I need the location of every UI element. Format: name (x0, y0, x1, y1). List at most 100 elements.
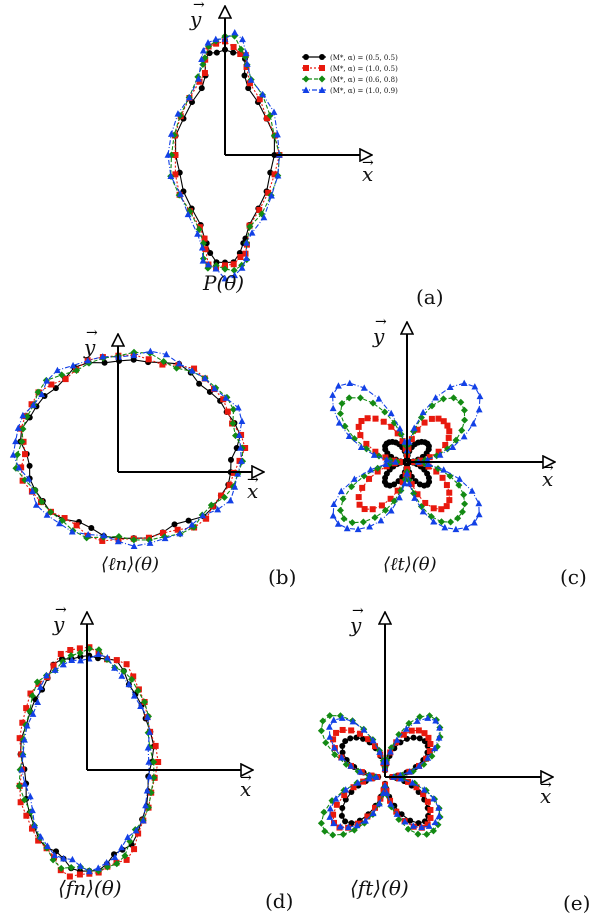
panel-2-series-1-point-23 (358, 417, 365, 424)
panel-2-series-2-point-7 (460, 406, 468, 414)
panel-2-series-3-point-36 (329, 512, 337, 519)
panel-4-series-3-point-50 (409, 822, 417, 829)
panel-2-series-3-point-56 (468, 487, 476, 494)
panel-2-series-3-point-13 (410, 424, 418, 431)
panel-4-series-0-point-51 (415, 820, 422, 827)
legend-label-0: (M*, α) = (0.5, 0.5) (330, 54, 398, 62)
panel-3-series-1-point-28 (35, 837, 42, 844)
panel-3-series-3-point-8 (111, 664, 118, 671)
panel-4-series-2-point-50 (414, 830, 422, 838)
panel-4-series-1-point-57 (413, 784, 420, 791)
panel-2-series-2-point-21 (356, 394, 364, 402)
panel-4-series-1-point-56 (420, 791, 427, 798)
panel-1-series-1-point-3 (224, 408, 231, 415)
panel-2-series-2-point-34 (348, 483, 356, 491)
panel-4-series-3-point-20 (349, 718, 357, 725)
panel-1-series-3-point-3 (234, 404, 242, 411)
panel-3-series-0-point-12 (77, 653, 84, 660)
panel-1-series-1-point-17 (48, 381, 55, 388)
panel-1-series-1-point-23 (22, 451, 29, 458)
panel-2-series-3-point-39 (354, 525, 362, 533)
panel-2-series-2-point-39 (359, 518, 367, 526)
panel-3-series-3-point-15 (51, 666, 59, 673)
panel-2-series-1-point-13 (408, 436, 415, 443)
panel-4-series-0-point-39 (348, 820, 355, 827)
panel-4-series-1-point-52 (424, 821, 431, 828)
panel-3-series-1-point-25 (17, 799, 24, 806)
panel-1-series-1-point-30 (73, 522, 80, 529)
panel-4-series-3-point-56 (430, 795, 438, 802)
panel-4-series-3-point-21 (338, 714, 346, 721)
panel-3-series-2-point-5 (134, 687, 142, 695)
panel-0-series-1-point-27 (222, 262, 228, 269)
panel-4-series-2-point-11 (405, 719, 413, 727)
panel-3-series-3-point-21 (21, 736, 28, 743)
panel-0-series-0-point-8 (230, 49, 237, 56)
panel-2-series-1-point-55 (443, 482, 450, 489)
panel-4-series-3-point-33 (342, 786, 350, 793)
panel-c-y-axis-label: y (372, 324, 385, 348)
panel-2-series-3 (329, 379, 484, 533)
panel-3-series-3-point-17 (37, 683, 44, 690)
panel-c-label: (c) (560, 565, 587, 589)
panel-0-series-0-point-5 (241, 72, 248, 79)
panel-d-x-axis-label: x (240, 777, 251, 801)
panel-1-series-3-point-30 (68, 528, 76, 535)
panel-2-series-3-point-22 (335, 382, 342, 389)
panel-3-series-2-point-17 (33, 678, 41, 686)
panel-0-series-0-point-11 (206, 50, 213, 57)
panel-2-series-1-point-56 (439, 474, 446, 481)
panel-4-series-3-point-24 (326, 733, 334, 740)
panel-1-series-1-point-36 (160, 529, 167, 536)
panel-3-series-3-point-18 (34, 698, 42, 706)
panel-4-series-3-point-34 (332, 795, 340, 802)
panel-a: y → x → P(θ) (a) (M*, α) = (0.5, 0.5) (M… (164, 0, 444, 309)
panel-2-series-3-point-20 (360, 384, 368, 391)
panel-4-series-3-point-27 (347, 762, 355, 769)
panel-d-y-vector-arrow: → (55, 602, 67, 618)
panel-2-series-3-point-42 (387, 507, 395, 514)
panel-0-series-3-point-4 (247, 76, 255, 83)
panel-0-series-1-point-23 (201, 235, 208, 242)
panel-4-series-3-point-40 (353, 821, 361, 829)
panel-3-series-1-point-38 (123, 856, 130, 863)
panel-2-series-1-point-41 (387, 495, 394, 502)
panel-4-series-2-point-23 (319, 717, 327, 725)
panel-2-series-3-point-37 (334, 520, 342, 527)
panel-2-series-1-point-39 (369, 506, 376, 513)
panel-4-series-0-point-25 (339, 749, 346, 756)
panel-0-series-1-point-3 (256, 96, 263, 103)
panel-4-series-1-point-33 (350, 784, 357, 791)
panel-2-series-2-point-6 (461, 416, 469, 424)
panel-3-series-2-point-12 (76, 649, 84, 657)
panel-2-series-2-point-27 (362, 445, 370, 453)
panel-0-series-3-point-25 (205, 260, 212, 268)
panel-3-series-2-point-32 (67, 864, 75, 872)
panel-2-series-3-point-50 (441, 523, 449, 531)
panel-4-series-0-point-24 (339, 742, 346, 749)
panel-2-series-3-point-8 (471, 383, 479, 390)
panel-1-series-0-point-11 (130, 356, 137, 363)
panel-3-series-2-line (18, 648, 155, 872)
panel-0-series-3-point-20 (177, 190, 184, 197)
panel-2-series-2-point-23 (338, 399, 346, 407)
panel-4-series-3-point-54 (435, 812, 443, 820)
panel-1-series-3-point-35 (146, 539, 154, 546)
panel-0-series-1-point-4 (246, 80, 253, 87)
panel-0-series-3-point-27 (221, 274, 229, 282)
panel-3-series-3-point-36 (103, 859, 111, 866)
panel-1-series-3-line (12, 350, 243, 547)
panel-3-series-3-point-27 (31, 821, 39, 829)
panel-2-series-3-point-41 (377, 516, 385, 524)
panel-2-series-2-point-57 (446, 472, 454, 480)
panel-0-series-3-point-21 (184, 210, 192, 218)
panel-1-series-3-point-24 (15, 464, 23, 471)
panel-3-series-1-point-20 (19, 719, 26, 726)
panel-2-series-3-point-32 (367, 466, 375, 473)
panel-4-series-1-point-24 (330, 736, 337, 743)
panel-4-series-3-point-48 (393, 810, 401, 817)
panel-0-series-1-point-7 (237, 51, 244, 58)
panel-4-series-2-point-38 (329, 831, 337, 839)
panel-a-caption: P(θ) (202, 271, 244, 295)
panel-3-series-2-point-6 (128, 675, 136, 683)
